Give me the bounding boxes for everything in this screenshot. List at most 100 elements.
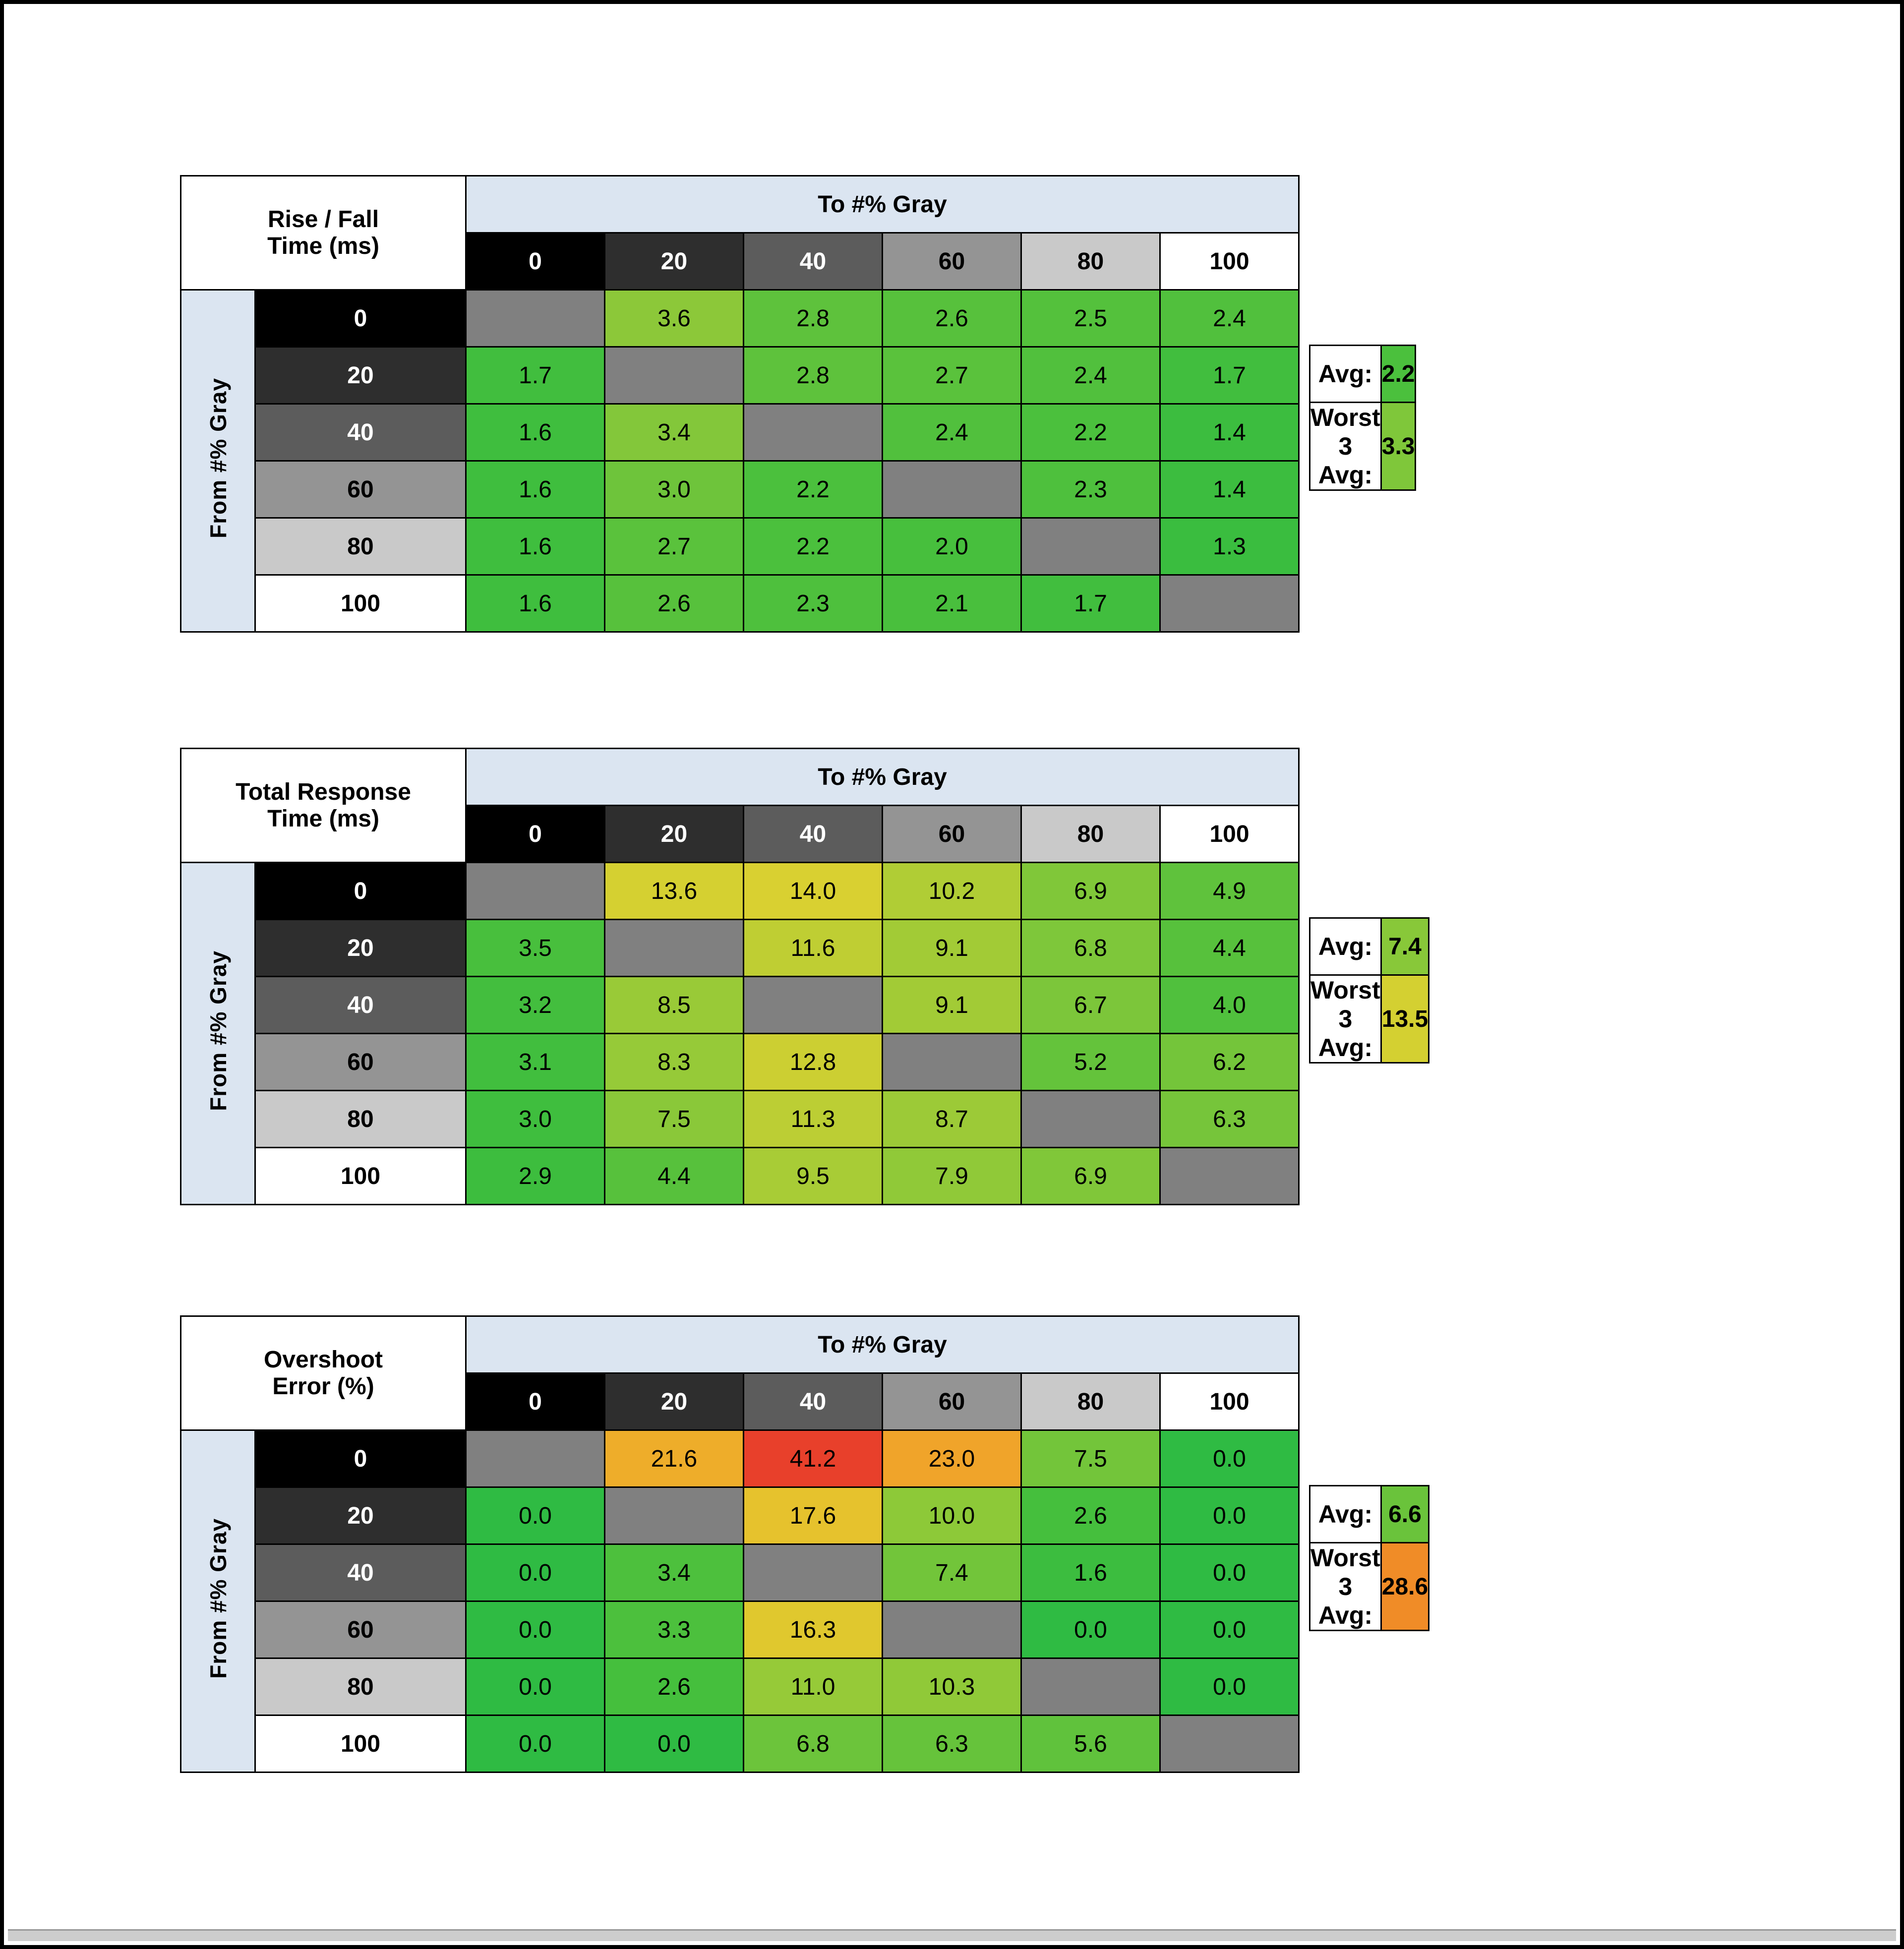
cell-from60-to0: 3.1 xyxy=(465,1033,605,1091)
cell-from80-to0: 3.0 xyxy=(465,1090,605,1148)
overshoot-error-averages: Avg: 6.6 Worst 3 Avg: 28.6 xyxy=(1309,1485,1430,1631)
cell-from20-to20-diagonal xyxy=(604,919,744,977)
cell-from80-to60: 10.3 xyxy=(882,1657,1022,1716)
row-header-60: 60 xyxy=(254,460,467,519)
total-response-time-averages: Avg: 7.4 Worst 3 Avg: 13.5 xyxy=(1309,917,1430,1063)
col-header-40: 40 xyxy=(743,1372,884,1431)
cell-from100-to100-diagonal xyxy=(1159,1147,1300,1205)
worst-value: 28.6 xyxy=(1380,1542,1430,1631)
cell-from0-to60: 23.0 xyxy=(882,1429,1022,1488)
worst-label: Worst 3 Avg: xyxy=(1309,974,1382,1063)
cell-from40-to40-diagonal xyxy=(743,976,883,1034)
cell-from20-to40: 17.6 xyxy=(743,1486,884,1545)
overshoot-error-section: Overshoot Error (%) To #% Gray 0 20 40 60 80 100… xyxy=(179,1315,1430,1773)
from-gray-group-label: From #% Gray xyxy=(180,1429,256,1773)
col-header-80: 80 xyxy=(1020,1372,1161,1431)
from-gray-group-label-text: From #% Gray xyxy=(205,950,231,1111)
cell-from20-to60: 10.0 xyxy=(882,1486,1022,1545)
col-header-40: 40 xyxy=(743,805,883,863)
cell-from0-to100: 0.0 xyxy=(1159,1429,1300,1488)
cell-from100-to20: 4.4 xyxy=(604,1147,744,1205)
avg-value: 6.6 xyxy=(1380,1485,1430,1543)
table-title: Rise / Fall Time (ms) xyxy=(180,175,467,291)
cell-from20-to100: 1.7 xyxy=(1159,346,1300,405)
table-title-line1: Overshoot xyxy=(263,1346,383,1373)
cell-from40-to20: 3.4 xyxy=(604,403,744,462)
cell-from40-to0: 3.2 xyxy=(465,976,605,1034)
cell-from40-to20: 3.4 xyxy=(604,1543,745,1602)
cell-from60-to60-diagonal xyxy=(882,1600,1022,1659)
col-header-100: 100 xyxy=(1159,1372,1300,1431)
cell-from20-to100: 0.0 xyxy=(1159,1486,1300,1545)
overshoot-error-matrix: Overshoot Error (%) To #% Gray 0 20 40 60 80 100… xyxy=(179,1315,1300,1773)
row-header-80: 80 xyxy=(254,1657,467,1716)
cell-from40-to80: 1.6 xyxy=(1020,1543,1161,1602)
total-response-time-matrix: Total Response Time (ms) To #% Gray 0 20 40 60… xyxy=(180,748,1300,1205)
cell-from0-to0-diagonal xyxy=(465,1429,606,1488)
cell-from0-to20: 21.6 xyxy=(604,1429,745,1488)
row-header-20: 20 xyxy=(254,919,467,977)
cell-from40-to100: 0.0 xyxy=(1159,1543,1300,1602)
cell-from40-to100: 1.4 xyxy=(1159,403,1300,462)
col-header-0: 0 xyxy=(465,232,605,291)
cell-from20-to20-diagonal xyxy=(604,346,744,405)
row-header-40: 40 xyxy=(254,403,467,462)
cell-from40-to60: 9.1 xyxy=(882,976,1022,1034)
cell-from100-to80: 6.9 xyxy=(1020,1147,1161,1205)
cell-from40-to80: 6.7 xyxy=(1020,976,1161,1034)
cell-from60-to80: 2.3 xyxy=(1020,460,1161,519)
cell-from100-to100-diagonal xyxy=(1159,1714,1300,1773)
cell-from60-to60-diagonal xyxy=(882,460,1022,519)
row-header-100: 100 xyxy=(254,1147,467,1205)
col-header-20: 20 xyxy=(604,1372,745,1431)
cell-from40-to80: 2.2 xyxy=(1020,403,1161,462)
cell-from100-to60: 2.1 xyxy=(882,574,1022,633)
cell-from40-to60: 7.4 xyxy=(882,1543,1022,1602)
cell-from20-to60: 9.1 xyxy=(882,919,1022,977)
cell-from80-to0: 0.0 xyxy=(465,1657,606,1716)
row-header-80: 80 xyxy=(254,1090,467,1148)
row-header-20: 20 xyxy=(254,1486,467,1545)
cell-from0-to60: 10.2 xyxy=(882,862,1022,920)
cell-from0-to20: 3.6 xyxy=(604,289,744,348)
avg-label: Avg: xyxy=(1309,1485,1382,1543)
row-header-0: 0 xyxy=(254,1429,467,1488)
cell-from60-to20: 3.3 xyxy=(604,1600,745,1659)
cell-from0-to0-diagonal xyxy=(465,862,605,920)
cell-from40-to0: 0.0 xyxy=(465,1543,606,1602)
cell-from100-to60: 7.9 xyxy=(882,1147,1022,1205)
worst-value: 13.5 xyxy=(1380,974,1430,1063)
table-title: Total Response Time (ms) xyxy=(180,748,467,863)
avg-label: Avg: xyxy=(1309,917,1382,976)
table-title-line2: Error (%) xyxy=(272,1373,374,1400)
cell-from60-to100: 1.4 xyxy=(1159,460,1300,519)
cell-from0-to80: 2.5 xyxy=(1020,289,1161,348)
to-gray-group-label: To #% Gray xyxy=(465,175,1300,234)
cell-from20-to80: 6.8 xyxy=(1020,919,1161,977)
cell-from80-to100: 1.3 xyxy=(1159,517,1300,576)
rise-fall-time-matrix: Rise / Fall Time (ms) To #% Gray 0 20 40 60 80 1… xyxy=(180,175,1300,633)
row-header-40: 40 xyxy=(254,976,467,1034)
col-header-60: 60 xyxy=(882,1372,1022,1431)
to-gray-group-label: To #% Gray xyxy=(465,748,1300,806)
horizontal-scrollbar[interactable] xyxy=(8,1929,1896,1941)
cell-from20-to80: 2.4 xyxy=(1020,346,1161,405)
cell-from40-to40-diagonal xyxy=(743,403,883,462)
cell-from80-to20: 2.7 xyxy=(604,517,744,576)
cell-from100-to0: 0.0 xyxy=(465,1714,606,1773)
cell-from40-to60: 2.4 xyxy=(882,403,1022,462)
rise-fall-time-section: Rise / Fall Time (ms) To #% Gray 0 20 40 60 80 1… xyxy=(180,175,1417,633)
row-header-60: 60 xyxy=(254,1600,467,1659)
cell-from0-to100: 2.4 xyxy=(1159,289,1300,348)
cell-from80-to80-diagonal xyxy=(1020,1090,1161,1148)
col-header-0: 0 xyxy=(465,1372,606,1431)
cell-from40-to100: 4.0 xyxy=(1159,976,1300,1034)
table-title-line1: Total Response xyxy=(236,778,411,805)
col-header-20: 20 xyxy=(604,232,744,291)
cell-from80-to60: 8.7 xyxy=(882,1090,1022,1148)
cell-from100-to40: 2.3 xyxy=(743,574,883,633)
col-header-80: 80 xyxy=(1020,232,1161,291)
cell-from100-to20: 2.6 xyxy=(604,574,744,633)
cell-from40-to40-diagonal xyxy=(743,1543,884,1602)
